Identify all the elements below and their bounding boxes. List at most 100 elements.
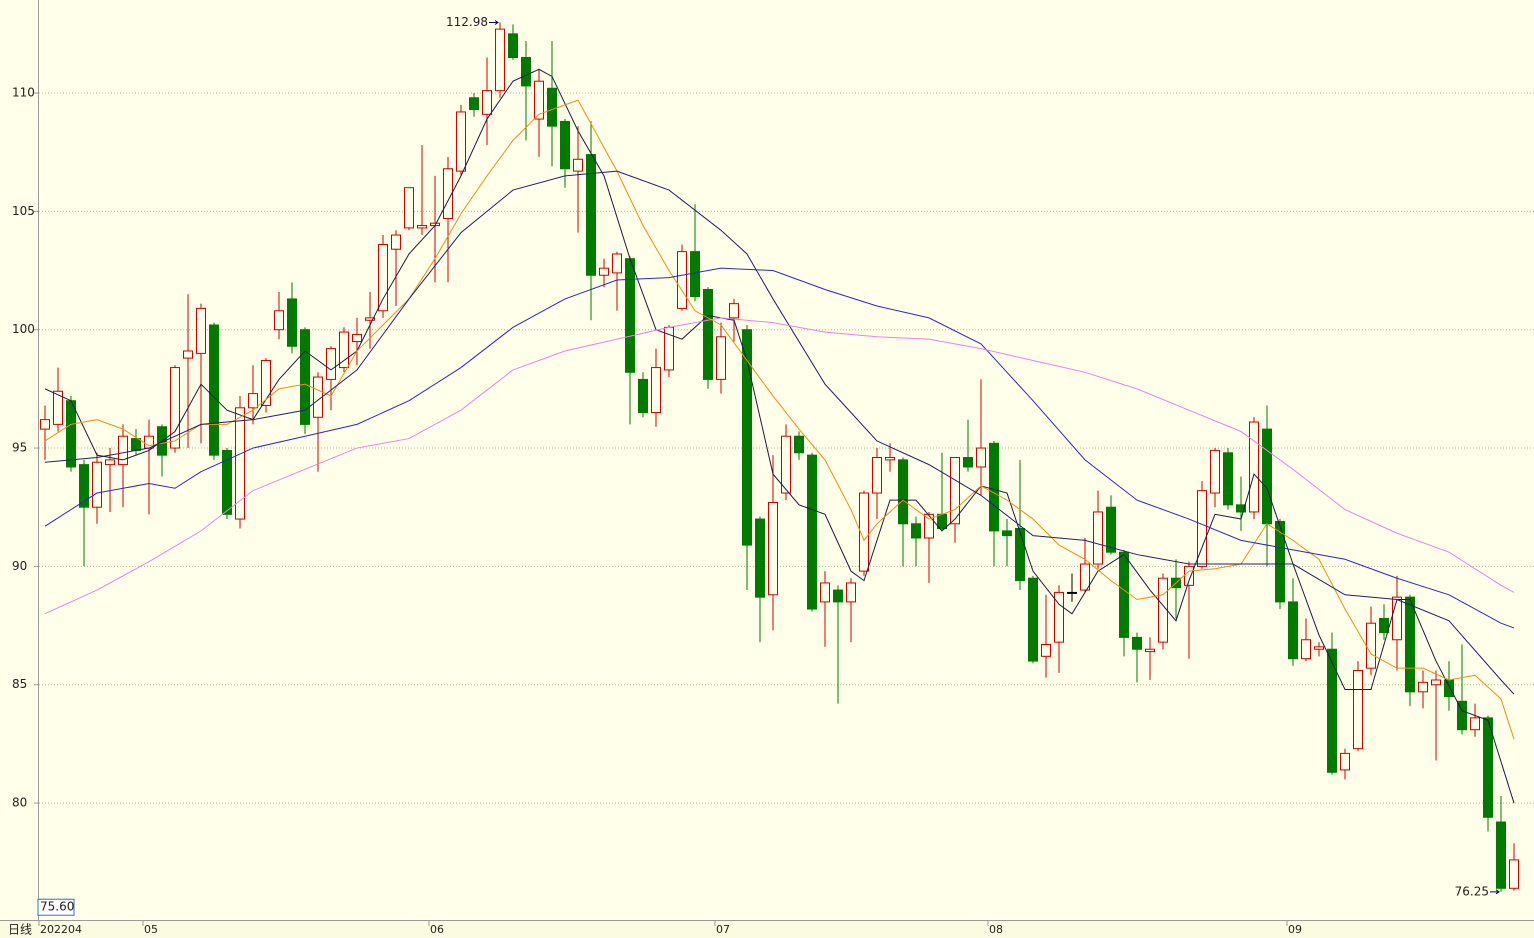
candle-body — [924, 513, 934, 539]
candle-body — [79, 464, 89, 508]
candle-body — [508, 33, 518, 59]
candle-body — [534, 80, 544, 120]
x-axis-band — [0, 920, 1534, 938]
candle-body — [638, 378, 648, 414]
candle-body — [1223, 452, 1233, 506]
candle-body — [222, 449, 232, 515]
candle-body — [859, 492, 869, 572]
candle-body — [378, 243, 388, 312]
candle-body — [1392, 596, 1402, 641]
candle-body — [196, 307, 206, 354]
candle-body — [1418, 681, 1428, 693]
candle-body — [612, 253, 622, 274]
candle-body — [1509, 859, 1519, 889]
candle-body — [729, 303, 739, 319]
y-tick-label: 90 — [12, 559, 27, 573]
candle-body — [287, 298, 297, 347]
y-tick-label: 110 — [12, 86, 35, 100]
candle-body — [92, 461, 102, 508]
candle-body — [482, 90, 492, 115]
candle-body — [573, 158, 583, 172]
candle-body — [963, 457, 973, 468]
moving-average-line — [44, 170, 1515, 695]
candle-body — [118, 435, 128, 466]
candle-body — [1041, 643, 1051, 657]
candle-body — [521, 57, 531, 87]
candle-body — [1301, 639, 1311, 660]
candle-body — [1054, 591, 1064, 643]
candle-body — [885, 457, 895, 461]
candle-body — [352, 333, 362, 343]
candle-body — [235, 407, 245, 520]
candle-body — [989, 442, 999, 532]
candle-body — [443, 168, 453, 219]
candle-body — [1431, 679, 1441, 686]
max-arrow — [489, 20, 499, 25]
candle-body — [274, 310, 284, 331]
candle-body — [820, 582, 830, 603]
candle-body — [872, 457, 882, 494]
candle-body — [1158, 577, 1168, 643]
candle-body — [690, 251, 700, 298]
candle-body — [495, 28, 505, 92]
candle-body — [1353, 670, 1363, 750]
candle-body — [651, 367, 661, 414]
candle-body — [300, 329, 310, 425]
candle-body — [40, 419, 50, 430]
cursor-price-box — [37, 898, 75, 916]
candle-body — [625, 258, 635, 373]
candle-body — [248, 393, 258, 409]
candle-body — [1275, 520, 1285, 603]
candle-body — [53, 390, 63, 425]
candle-body — [1327, 648, 1337, 773]
candle-body — [1236, 504, 1246, 513]
candle-body — [170, 367, 180, 449]
candle-body — [417, 225, 427, 229]
candle-body — [131, 438, 141, 451]
candle-body — [456, 111, 466, 172]
candle-body — [1288, 601, 1298, 660]
candle-body — [1119, 551, 1129, 638]
candle-body — [469, 97, 479, 111]
candle-body — [1145, 648, 1155, 653]
max-label: 112.98 — [446, 15, 488, 29]
candle-body — [1184, 565, 1194, 586]
candle-body — [1249, 421, 1259, 513]
candle-body — [547, 87, 557, 127]
candle-body — [365, 317, 375, 321]
candle-body — [1340, 752, 1350, 771]
candle-body — [586, 154, 596, 276]
candle-body — [1028, 577, 1038, 662]
cursor-price-label: 75.60 — [40, 900, 74, 914]
candle-body — [1080, 563, 1090, 591]
candle-body — [794, 435, 804, 454]
candle-body — [677, 251, 687, 309]
candle-body — [339, 331, 349, 369]
candle-body — [1405, 596, 1415, 693]
min-arrow — [1490, 889, 1500, 895]
y-tick-label: 85 — [12, 677, 27, 691]
candle-body — [66, 400, 76, 468]
candle-body — [1314, 646, 1324, 650]
candle-body — [703, 288, 713, 380]
x-tick-label: 05 — [144, 923, 158, 936]
y-tick-label: 105 — [12, 204, 35, 218]
candle-body — [1366, 622, 1376, 669]
candle-body — [1457, 700, 1467, 731]
candle-body — [1015, 528, 1025, 582]
candle-body — [1210, 449, 1220, 494]
moving-average-line — [44, 99, 1515, 740]
candle-body — [716, 336, 726, 380]
candle-body — [209, 324, 219, 456]
candle-body — [950, 457, 960, 525]
min-label: 76.25 — [1455, 884, 1489, 898]
candle-body — [1002, 530, 1012, 537]
candle-body — [560, 120, 570, 170]
candle-body — [807, 454, 817, 610]
moving-average-line — [44, 68, 1515, 804]
y-tick-label: 80 — [12, 796, 27, 810]
candle-body — [1197, 490, 1207, 567]
candle-body — [1106, 506, 1116, 553]
candle-body — [833, 589, 843, 603]
candle-body — [1132, 636, 1142, 650]
